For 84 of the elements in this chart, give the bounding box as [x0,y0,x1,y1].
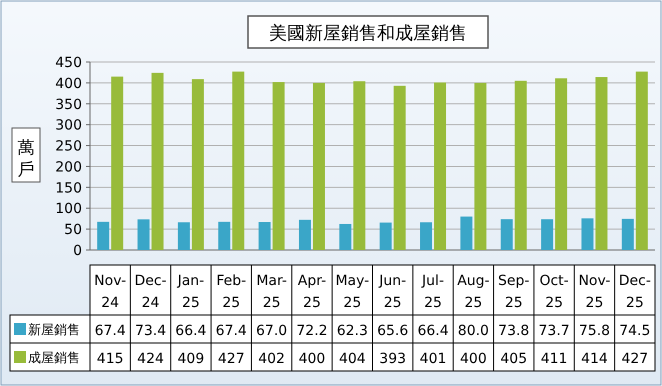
data-label: 75.8 [578,323,610,339]
bar [272,82,285,250]
data-label: 62.3 [336,323,368,339]
bar [312,82,325,250]
bar [474,82,486,250]
bar [514,80,527,250]
x-tick-label: Jul-25 [421,273,444,311]
x-tick-label: Mar-25 [256,273,287,311]
bar [298,220,311,250]
data-label: 73.8 [498,323,530,339]
bar [111,76,124,250]
y-tick-label: 300 [55,118,82,134]
data-label: 66.4 [175,323,207,339]
data-label: 67.0 [256,323,288,339]
bar [541,219,554,250]
y-tick-label: 0 [73,243,82,259]
bar [420,222,432,250]
data-label: 427 [621,351,648,367]
data-label: 404 [338,351,366,367]
y-tick-label: 200 [55,159,82,176]
x-tick-label: Oct-25 [539,273,569,311]
y-tick-label: 150 [55,180,82,196]
y-tick-label: 100 [55,201,82,218]
legend-label: 成屋銷售 [28,351,80,366]
data-label: 80.0 [458,323,489,339]
data-label: 427 [218,351,245,367]
data-label: 400 [298,351,326,367]
x-tick-label: Jun-25 [378,273,406,311]
bar [178,222,190,250]
data-label: 415 [96,351,124,367]
x-tick-label: May-25 [335,273,370,311]
data-label: 409 [178,351,204,367]
x-tick-label: Jan-25 [176,273,204,311]
x-tick-label: Nov-25 [578,273,610,311]
data-label: 393 [379,351,406,367]
data-label: 65.6 [377,323,408,339]
data-label: 405 [500,351,528,367]
bar [581,218,594,250]
bar [622,218,634,250]
bar [434,82,446,250]
bar [218,222,230,250]
y-tick-label: 50 [64,222,82,238]
y-tick-label: 450 [55,55,82,71]
bar [460,216,472,250]
bar [97,222,110,250]
data-label: 67.4 [216,323,247,339]
data-label: 67.4 [94,323,126,339]
bar [339,224,352,250]
x-tick-label: Nov-24 [94,273,126,311]
data-label: 411 [540,351,568,367]
data-label: 73.4 [134,323,166,339]
data-label: 414 [581,351,608,367]
data-label: 72.2 [296,323,328,339]
x-tick-label: Dec-25 [618,273,651,311]
data-label: 402 [258,351,285,367]
data-label: 74.5 [619,323,650,339]
data-label: 66.4 [417,323,449,339]
chart-title: 美國新屋銷售和成屋銷售 [269,23,467,44]
data-label: 73.7 [538,323,570,339]
y-tick-label: 400 [55,76,82,92]
bar [595,77,608,250]
x-tick-label: Sep-25 [498,273,530,311]
y-axis-title: 萬戶 [18,138,34,180]
data-label: 400 [460,351,487,367]
bar [500,219,513,250]
bar [636,72,648,250]
x-tick-label: Feb-25 [216,273,246,311]
legend-label: 新屋銷售 [28,323,80,338]
x-tick-label: Aug-25 [457,273,490,311]
bar [555,78,568,250]
data-label: 401 [420,351,446,367]
bar [138,219,150,250]
bar [380,222,392,250]
bar [152,72,164,250]
x-tick-label: Apr-25 [298,273,326,311]
data-label: 424 [137,351,164,367]
bar [232,72,244,250]
bar [258,222,271,250]
bar [192,79,204,250]
y-tick-label: 350 [55,96,82,113]
bar [394,86,406,250]
y-tick-label: 250 [55,138,82,155]
bar [353,81,366,250]
x-tick-label: Dec-24 [134,273,167,311]
